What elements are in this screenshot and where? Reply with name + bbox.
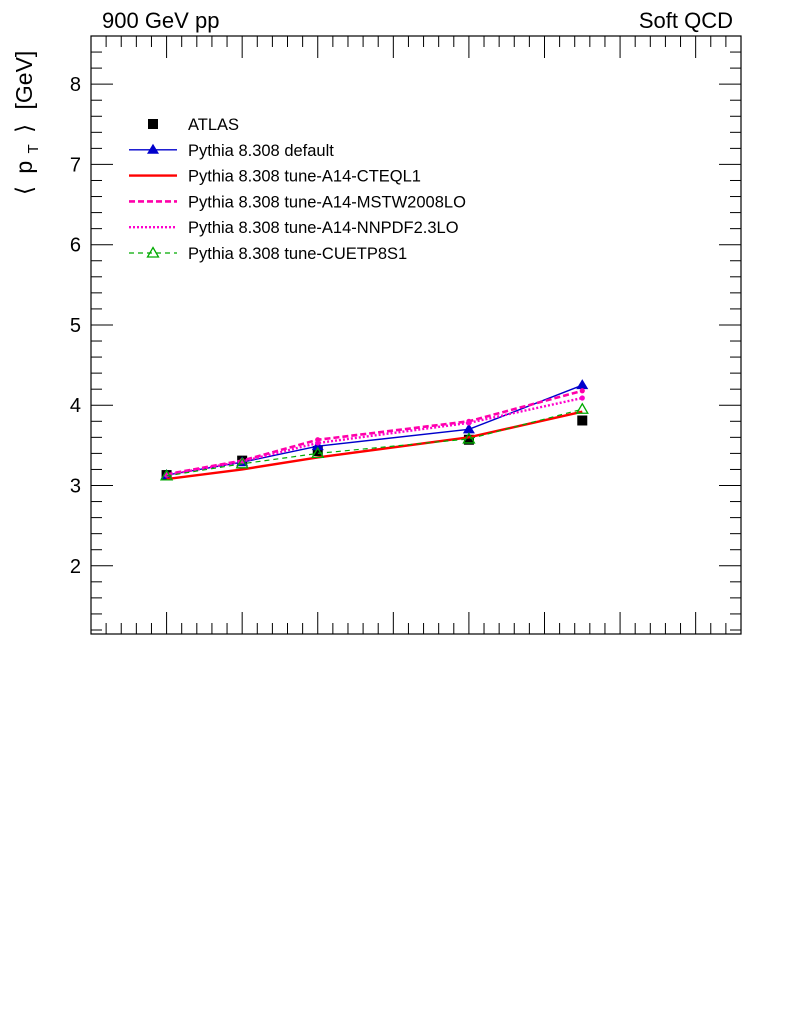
y-axis-title-unit: [GeV]	[11, 51, 37, 110]
y-tick-label: 6	[70, 235, 81, 257]
series-5	[159, 402, 589, 481]
y-tick-label: 3	[70, 476, 81, 498]
series-2	[166, 410, 583, 481]
y-axis-title-p: p	[11, 161, 37, 174]
legend-entry: Pythia 8.308 tune-A14-NNPDF2.3LO	[129, 219, 459, 237]
plot-frame	[90, 35, 742, 635]
data-point-open-triangle	[575, 402, 589, 414]
plot-border	[90, 35, 742, 635]
data-point-open-triangle	[462, 432, 476, 444]
data-point-dot	[579, 388, 585, 394]
y-axis-title: ⟨ p T ⟩ [GeV]	[11, 51, 43, 195]
y-tick-label: 2	[70, 556, 81, 578]
series-line	[166, 408, 583, 477]
series-layer	[159, 379, 589, 481]
svg-text:⟨ p T: ⟨ p T ⟩ [GeV]	[11, 51, 43, 195]
legend-entry: Pythia 8.308 default	[129, 142, 334, 160]
legend-label: Pythia 8.308 tune-A14-NNPDF2.3LO	[188, 219, 459, 237]
data-point-atlas	[148, 119, 158, 129]
data-point-dot	[315, 440, 321, 446]
y-tick-label: 8	[70, 74, 81, 96]
header-right-label: Soft QCD	[639, 8, 733, 33]
series-line	[166, 396, 583, 477]
legend-label: Pythia 8.308 tune-A14-CTEQL1	[188, 168, 421, 186]
y-axis-title-close: ⟩	[11, 124, 37, 133]
data-point-atlas	[312, 445, 323, 456]
data-point-atlas	[463, 434, 474, 445]
data-point-open-triangle	[311, 446, 325, 459]
series-line	[166, 410, 583, 481]
y-tick-label: 5	[70, 315, 81, 337]
series-line	[166, 384, 583, 476]
y-tick-label: 4	[70, 395, 81, 417]
legend-entry: Pythia 8.308 tune-A14-CTEQL1	[129, 168, 421, 186]
data-point-dot	[579, 395, 585, 401]
x-axis	[90, 36, 742, 634]
data-point-triangle	[576, 379, 589, 390]
legend: ATLAS Pythia 8.308 default Pythia 8.308 tu…	[129, 116, 466, 263]
series-4	[163, 395, 585, 478]
legend-entry: Pythia 8.308 tune-A14-MSTW2008LO	[129, 193, 466, 211]
y-axis-title-open: ⟨	[11, 186, 37, 195]
data-point-open-triangle	[146, 246, 160, 258]
legend-label: Pythia 8.308 tune-CUETP8S1	[188, 245, 407, 263]
header-left-label: 900 GeV pp	[102, 8, 219, 33]
y-axis: 2 3 4 5 6 7 8	[70, 51, 741, 631]
legend-label: Pythia 8.308 default	[188, 142, 334, 160]
data-point-open-triangle	[235, 457, 249, 469]
legend-label: Pythia 8.308 tune-A14-MSTW2008LO	[188, 193, 466, 211]
data-point-dot	[466, 420, 472, 426]
legend-entry: ATLAS	[148, 116, 239, 134]
data-point-open-triangle	[159, 469, 174, 481]
y-axis-title-sub: T	[25, 144, 42, 153]
data-point-triangle	[462, 423, 475, 434]
legend-label: ATLAS	[188, 116, 239, 134]
legend-entry: Pythia 8.308 tune-CUETP8S1	[129, 245, 407, 263]
y-tick-label: 7	[70, 154, 81, 176]
data-point-triangle	[147, 143, 159, 154]
series-line	[166, 389, 583, 476]
data-point-atlas	[577, 415, 588, 426]
